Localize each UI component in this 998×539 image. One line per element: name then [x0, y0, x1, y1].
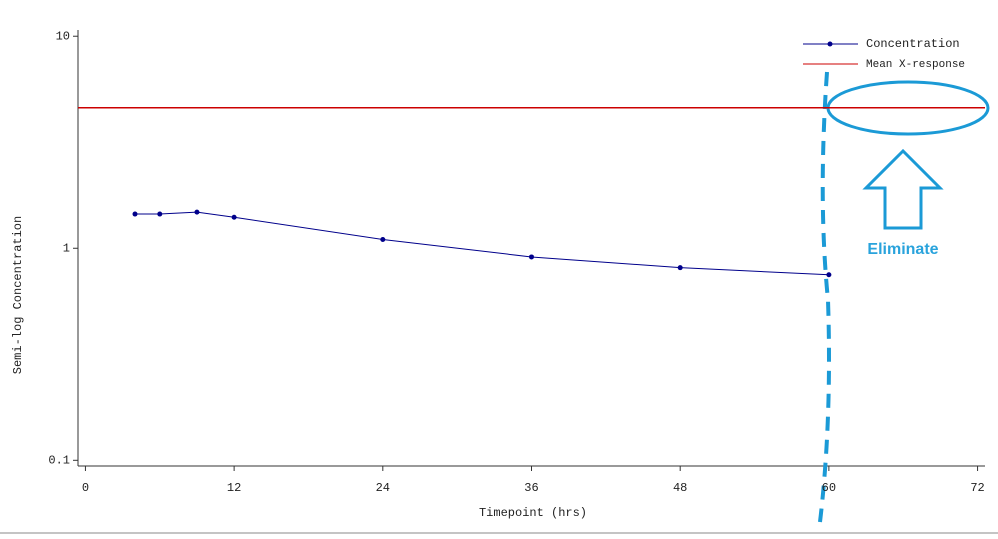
series-line	[134, 211, 829, 276]
x-tick-label: 0	[82, 481, 89, 495]
annotation: Eliminate	[867, 241, 938, 258]
x-tick-label: 72	[970, 481, 984, 495]
y-tick-label: 1	[63, 241, 70, 255]
y-tick-label: 10	[56, 29, 70, 43]
data-point	[157, 211, 163, 217]
cutoff-line	[818, 71, 831, 523]
x-tick-label: 48	[673, 481, 687, 495]
x-axis-label: Timepoint (hrs)	[479, 506, 587, 520]
data-point	[380, 236, 386, 242]
x-tick-label: 12	[227, 481, 241, 495]
arrow	[862, 148, 944, 230]
legend-label: Mean X-response	[866, 59, 965, 71]
data-point	[677, 265, 683, 271]
data-point	[132, 211, 138, 217]
data-point	[529, 254, 534, 260]
legend-marker	[827, 41, 833, 47]
data-point	[194, 209, 200, 215]
legend-label: Concentration	[866, 37, 960, 51]
x-tick-label: 36	[524, 481, 538, 495]
x-tick-label: 60	[822, 481, 836, 495]
y-tick-label: 0.1	[48, 453, 70, 467]
data-point	[231, 214, 237, 220]
data-point	[826, 272, 832, 278]
y-axis-label: Semi-log Concentration	[11, 216, 25, 374]
x-tick-label: 24	[376, 481, 390, 495]
